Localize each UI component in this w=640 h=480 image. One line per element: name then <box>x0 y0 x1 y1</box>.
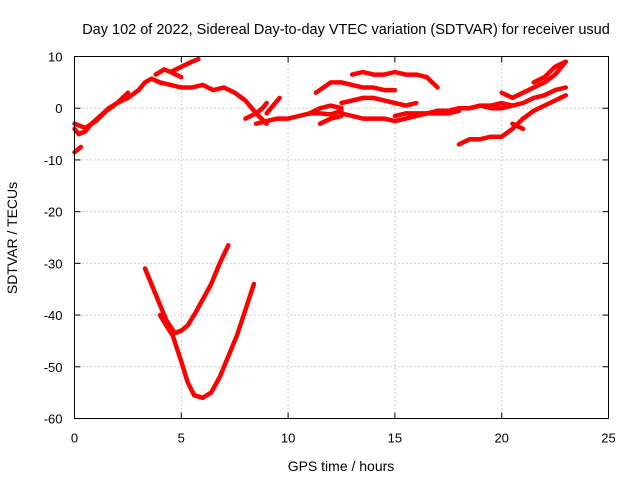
y-tick-label: -50 <box>44 360 63 375</box>
data-trace-9 <box>253 108 344 126</box>
data-trace-11 <box>317 113 344 126</box>
data-trace-16 <box>392 103 515 119</box>
data-trace-6 <box>168 56 201 75</box>
y-tick-label: -30 <box>44 256 63 271</box>
axis-ticks <box>74 56 609 419</box>
x-tick-label: 10 <box>281 431 295 446</box>
data-trace-10 <box>307 103 344 116</box>
data-traces <box>72 56 569 401</box>
data-trace-23 <box>142 243 231 336</box>
data-trace-12 <box>313 80 398 95</box>
data-trace-8 <box>264 95 282 116</box>
grid-lines <box>74 56 609 419</box>
chart-title: Day 102 of 2022, Sidereal Day-to-day VTE… <box>82 22 610 38</box>
y-tick-label: -60 <box>44 412 63 427</box>
data-trace-20 <box>456 116 526 147</box>
data-trace-24 <box>157 281 257 401</box>
plot-frame <box>74 56 609 419</box>
x-tick-label: 5 <box>178 431 185 446</box>
data-trace-4 <box>153 67 184 80</box>
data-trace-17 <box>456 85 569 111</box>
x-tick-label: 20 <box>494 431 508 446</box>
y-tick-label: -10 <box>44 153 63 168</box>
data-trace-7 <box>243 100 269 121</box>
data-trace-14 <box>349 69 440 90</box>
y-tick-label: -20 <box>44 205 63 220</box>
x-tick-label: 25 <box>601 431 615 446</box>
data-trace-19 <box>531 59 569 85</box>
x-tick-label: 0 <box>71 431 78 446</box>
x-tick-labels: 0 5 10 15 20 25 <box>71 431 616 446</box>
data-trace-13 <box>339 95 419 108</box>
y-tick-labels: -60 -50 -40 -30 -20 -10 0 10 <box>44 50 63 427</box>
data-trace-18 <box>499 59 569 101</box>
data-trace-2 <box>72 144 84 155</box>
data-trace-15 <box>339 108 462 124</box>
data-trace-22 <box>520 93 569 121</box>
data-trace-3 <box>72 76 163 131</box>
data-trace-21 <box>510 121 526 132</box>
data-trace-5 <box>157 80 269 126</box>
x-tick-label: 15 <box>388 431 402 446</box>
x-axis-title: GPS time / hours <box>288 458 395 474</box>
y-axis-title: SDTVAR / TECUs <box>4 182 20 294</box>
y-tick-label: 0 <box>55 101 62 116</box>
y-tick-label: 10 <box>48 50 62 65</box>
y-tick-label: -40 <box>44 308 63 323</box>
